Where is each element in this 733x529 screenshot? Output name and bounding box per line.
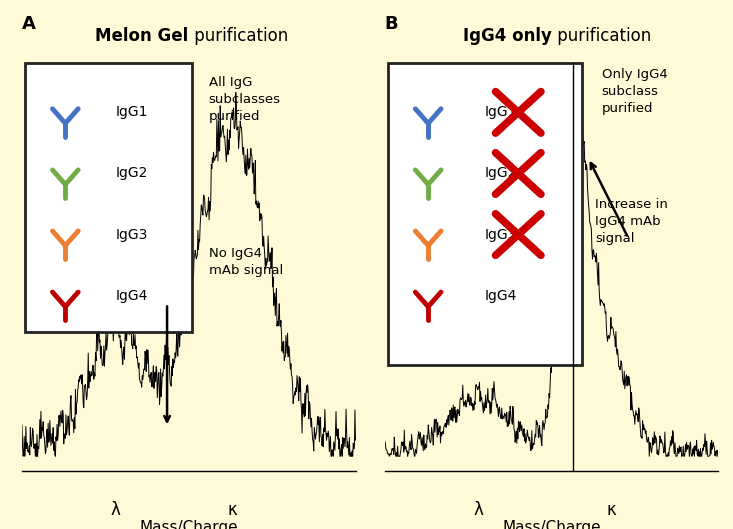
Text: All IgG
subclasses
purified: All IgG subclasses purified — [209, 76, 281, 123]
Text: A: A — [22, 15, 36, 33]
Text: λ: λ — [474, 501, 483, 519]
Text: IgG4 only: IgG4 only — [463, 27, 551, 45]
Text: Increase in
IgG4 mAb
signal: Increase in IgG4 mAb signal — [595, 198, 668, 245]
Text: IgG2: IgG2 — [485, 167, 517, 180]
Text: κ: κ — [607, 501, 616, 519]
Text: Only IgG4
subclass
purified: Only IgG4 subclass purified — [602, 68, 667, 115]
Text: No IgG4
mAb signal: No IgG4 mAb signal — [209, 247, 283, 277]
Text: Melon Gel: Melon Gel — [95, 27, 189, 45]
Text: IgG1: IgG1 — [115, 105, 148, 120]
Text: purification: purification — [551, 27, 651, 45]
Text: IgG3: IgG3 — [115, 227, 148, 242]
Text: λ: λ — [111, 501, 120, 519]
Text: IgG2: IgG2 — [115, 167, 148, 180]
Text: Mass/Charge: Mass/Charge — [502, 519, 601, 529]
Text: purification: purification — [189, 27, 288, 45]
Text: B: B — [385, 15, 399, 33]
Bar — [26, 63, 192, 332]
Title: Melon Gel purification: Melon Gel purification — [0, 528, 1, 529]
Bar — [388, 63, 581, 365]
Text: IgG1: IgG1 — [485, 105, 517, 120]
Text: κ: κ — [227, 501, 237, 519]
Text: IgG3: IgG3 — [485, 227, 517, 242]
Text: IgG4: IgG4 — [485, 289, 517, 303]
Text: Mass/Charge: Mass/Charge — [139, 519, 238, 529]
Text: IgG4: IgG4 — [115, 289, 148, 303]
